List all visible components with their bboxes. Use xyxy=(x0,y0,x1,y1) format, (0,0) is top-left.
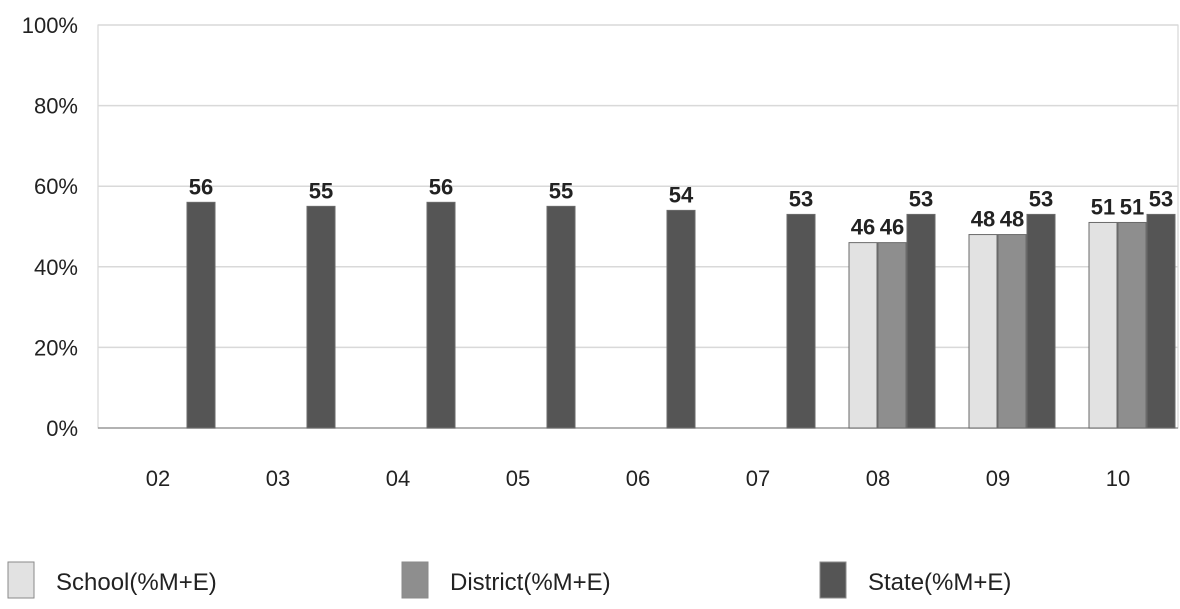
x-tick-label: 05 xyxy=(506,466,530,491)
legend-label: District(%M+E) xyxy=(450,569,611,596)
data-label: 56 xyxy=(429,174,453,199)
x-tick-label: 07 xyxy=(746,466,770,491)
x-tick-label: 02 xyxy=(146,466,170,491)
legend-label: School(%M+E) xyxy=(56,569,217,596)
x-tick-label: 10 xyxy=(1106,466,1130,491)
bar-district-m-e-09 xyxy=(997,234,1027,429)
y-tick-label: 100% xyxy=(22,13,78,38)
y-tick-label: 0% xyxy=(46,416,78,441)
bars xyxy=(186,201,1176,429)
y-tick-label: 20% xyxy=(34,335,78,360)
y-tick-label: 40% xyxy=(34,255,78,280)
bar-school-m-e-09 xyxy=(968,234,998,429)
legend-swatch xyxy=(819,561,847,599)
data-label: 46 xyxy=(851,215,875,240)
bar-state-m-e-03 xyxy=(306,205,336,429)
data-label: 53 xyxy=(909,186,933,211)
bar-state-m-e-07 xyxy=(786,213,816,429)
bar-school-m-e-10 xyxy=(1088,221,1118,429)
data-label: 55 xyxy=(309,178,333,203)
data-label: 48 xyxy=(971,207,995,232)
legend: School(%M+E) District(%M+E) State(%M+E) xyxy=(7,561,1011,599)
x-tick-label: 08 xyxy=(866,466,890,491)
bar-state-m-e-08 xyxy=(906,213,936,429)
data-label: 51 xyxy=(1091,194,1115,219)
bar-state-m-e-10 xyxy=(1146,213,1176,429)
legend-label: State(%M+E) xyxy=(868,569,1011,596)
data-label: 48 xyxy=(1000,207,1024,232)
data-label: 51 xyxy=(1120,194,1144,219)
data-label: 53 xyxy=(789,186,813,211)
legend-swatch xyxy=(7,561,35,599)
bar-state-m-e-09 xyxy=(1026,213,1056,429)
data-label: 46 xyxy=(880,215,904,240)
data-label: 53 xyxy=(1029,186,1053,211)
x-tick-label: 03 xyxy=(266,466,290,491)
bar-state-m-e-02 xyxy=(186,201,216,429)
bar-state-m-e-06 xyxy=(666,209,696,429)
y-tick-label: 80% xyxy=(34,94,78,119)
bar-school-m-e-08 xyxy=(848,242,878,429)
x-tick-label: 04 xyxy=(386,466,410,491)
y-axis-ticks: 0% 20% 40% 60% 80% 100% xyxy=(22,13,78,441)
x-axis-ticks: 02 03 04 05 06 07 08 09 10 xyxy=(146,466,1130,491)
legend-swatch xyxy=(401,561,429,599)
data-label: 54 xyxy=(669,182,694,207)
bar-state-m-e-05 xyxy=(546,205,576,429)
x-tick-label: 06 xyxy=(626,466,650,491)
data-label: 55 xyxy=(549,178,573,203)
bar-state-m-e-04 xyxy=(426,201,456,429)
bar-district-m-e-08 xyxy=(877,242,907,429)
data-label: 53 xyxy=(1149,186,1173,211)
x-tick-label: 09 xyxy=(986,466,1010,491)
y-tick-label: 60% xyxy=(34,174,78,199)
data-label: 56 xyxy=(189,174,213,199)
bar-district-m-e-10 xyxy=(1117,221,1147,429)
